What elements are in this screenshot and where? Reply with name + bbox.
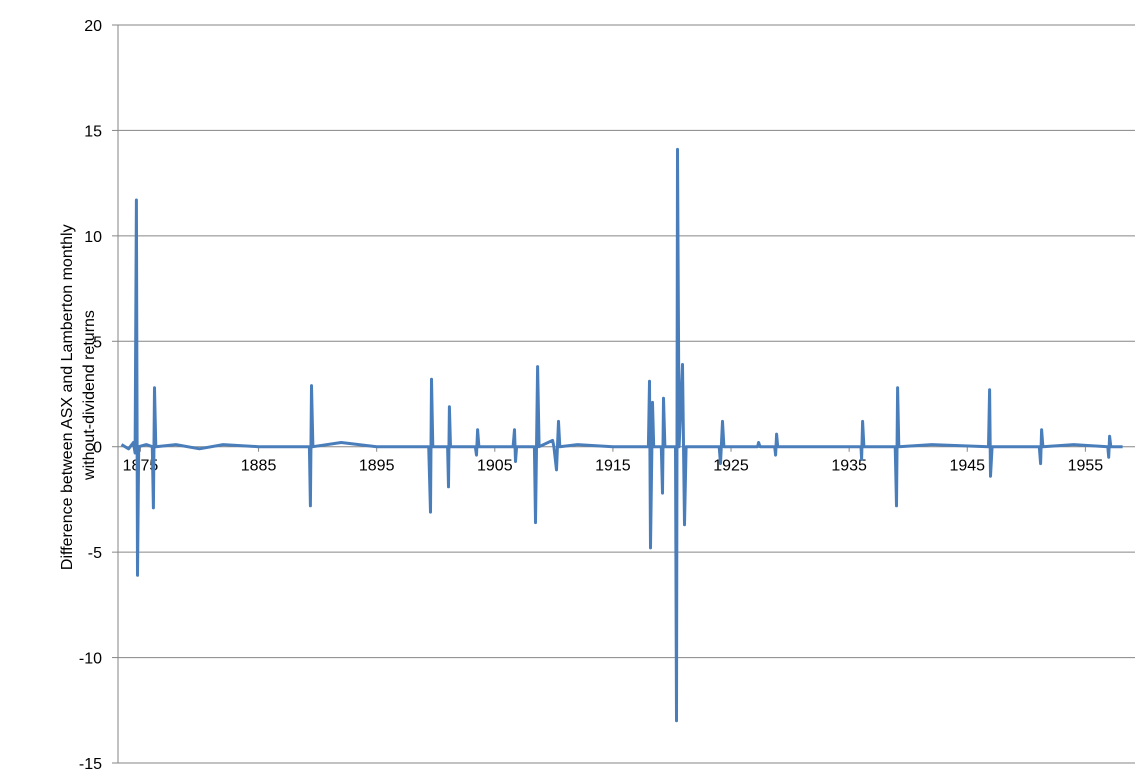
y-tick-label: 20 <box>84 18 102 35</box>
x-tick-label: 1955 <box>1068 458 1104 475</box>
x-tick-label: 1885 <box>241 458 277 475</box>
y-tick-label: -10 <box>79 651 102 668</box>
y-tick-label: -15 <box>79 756 102 772</box>
x-tick-label: 1935 <box>831 458 867 475</box>
y-tick-label: 15 <box>84 123 102 140</box>
y-axis-label-line: Difference between ASX and Lamberton mon… <box>59 224 76 570</box>
data-line <box>120 147 1123 723</box>
x-tick-label: 1945 <box>949 458 985 475</box>
y-tick-label: 10 <box>84 229 102 246</box>
x-tick-label: 1895 <box>359 458 395 475</box>
y-axis-label-line: without-dividend returns <box>81 310 98 481</box>
y-tick-label: 0 <box>93 440 102 457</box>
y-tick-label: -5 <box>88 545 102 562</box>
x-tick-label: 1925 <box>713 458 749 475</box>
x-tick-label: 1875 <box>123 458 159 475</box>
x-tick-label: 1905 <box>477 458 513 475</box>
y-axis-label: Difference between ASX and Lamberton mon… <box>59 220 98 570</box>
x-tick-label: 1915 <box>595 458 631 475</box>
y-tick-label: 5 <box>93 334 102 351</box>
